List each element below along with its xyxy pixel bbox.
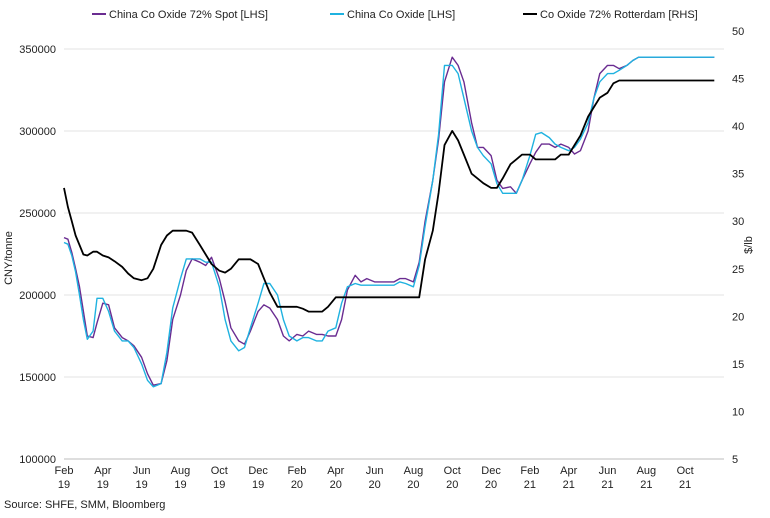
x-tick-month: Dec — [248, 465, 268, 477]
legend-label: China Co Oxide [LHS] — [347, 9, 455, 21]
right-tick-label: 50 — [732, 26, 744, 38]
x-tick-month: Oct — [211, 465, 228, 477]
x-tick-month: Feb — [55, 465, 74, 477]
right-tick-label: 15 — [732, 359, 744, 371]
x-tick-year: 21 — [640, 479, 652, 491]
x-tick-month: Oct — [677, 465, 694, 477]
right-tick-label: 5 — [732, 454, 738, 466]
x-axis-ticks: Feb 19 Apr 19 Jun 19 Aug 19 Oct 19 Dec 19 Feb 20 Apr 20… — [55, 465, 694, 491]
left-tick-label: 100000 — [19, 454, 56, 466]
left-tick-label: 250000 — [19, 208, 56, 220]
legend: China Co Oxide 72% Spot [LHS] China Co Ox… — [92, 9, 698, 21]
x-tick-year: 19 — [213, 479, 225, 491]
series-line — [63, 56, 715, 386]
series-lines — [63, 56, 715, 388]
x-tick-year: 19 — [136, 479, 148, 491]
x-tick-year: 20 — [291, 479, 303, 491]
left-tick-label: 300000 — [19, 126, 56, 138]
right-tick-label: 30 — [732, 216, 744, 228]
x-tick-month: Oct — [444, 465, 461, 477]
x-tick-year: 19 — [174, 479, 186, 491]
right-axis-ticks: 5 10 15 20 25 30 35 40 45 50 — [732, 26, 744, 466]
gridlines — [64, 48, 724, 460]
series-line — [63, 79, 715, 313]
left-tick-label: 150000 — [19, 372, 56, 384]
x-tick-year: 21 — [563, 479, 575, 491]
x-tick-month: Jun — [133, 465, 151, 477]
x-tick-year: 20 — [485, 479, 497, 491]
left-axis-ticks: 100000 150000 200000 250000 300000 350000 — [19, 44, 56, 466]
x-tick-year: 20 — [330, 479, 342, 491]
x-tick-month: Apr — [94, 465, 111, 477]
x-tick-year: 21 — [524, 479, 536, 491]
x-tick-month: Feb — [287, 465, 306, 477]
x-tick-month: Aug — [637, 465, 657, 477]
series-line — [63, 56, 715, 388]
right-tick-label: 45 — [732, 74, 744, 86]
x-tick-year: 20 — [407, 479, 419, 491]
legend-label: China Co Oxide 72% Spot [LHS] — [109, 9, 268, 21]
right-tick-label: 35 — [732, 169, 744, 181]
right-tick-label: 20 — [732, 311, 744, 323]
x-tick-year: 19 — [58, 479, 70, 491]
x-tick-month: Aug — [171, 465, 191, 477]
left-tick-label: 200000 — [19, 290, 56, 302]
x-tick-month: Dec — [481, 465, 501, 477]
legend-label: Co Oxide 72% Rotterdam [RHS] — [540, 9, 698, 21]
x-tick-year: 19 — [252, 479, 264, 491]
right-axis-label: $/lb — [743, 236, 755, 254]
right-tick-label: 40 — [732, 121, 744, 133]
source-note: Source: SHFE, SMM, Bloomberg — [4, 499, 166, 511]
x-tick-month: Apr — [560, 465, 577, 477]
x-tick-year: 20 — [446, 479, 458, 491]
x-tick-year: 20 — [368, 479, 380, 491]
right-tick-label: 10 — [732, 406, 744, 418]
x-tick-month: Jun — [599, 465, 617, 477]
x-tick-month: Jun — [366, 465, 384, 477]
x-tick-year: 19 — [97, 479, 109, 491]
x-tick-month: Feb — [520, 465, 539, 477]
x-tick-month: Apr — [327, 465, 344, 477]
right-tick-label: 25 — [732, 264, 744, 276]
left-tick-label: 350000 — [19, 44, 56, 56]
x-tick-year: 21 — [679, 479, 691, 491]
x-tick-month: Aug — [404, 465, 424, 477]
x-tick-year: 21 — [601, 479, 613, 491]
left-axis-label: CNY/tonne — [3, 231, 15, 285]
